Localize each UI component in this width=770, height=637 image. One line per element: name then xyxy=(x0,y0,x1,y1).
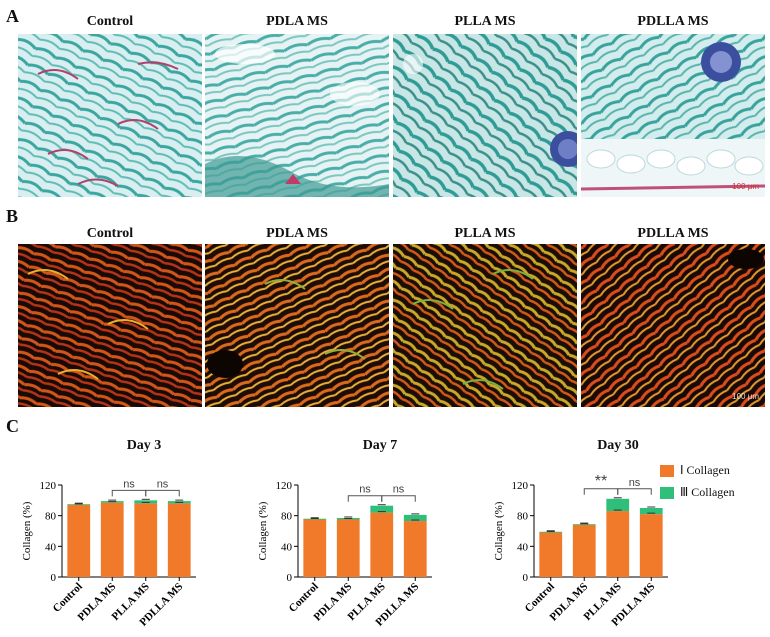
row-b-label-pdlla: PDLLA MS xyxy=(637,226,709,241)
sirius-texture xyxy=(18,244,202,407)
legend-label-type-iii: Ⅲ Collagen xyxy=(680,485,735,499)
legend-type-i: Ⅰ Collagen xyxy=(660,463,730,478)
legend-swatch-type-iii xyxy=(660,486,674,499)
bar-type-iii xyxy=(606,498,630,512)
y-tick-label: 120 xyxy=(512,480,529,492)
legend-type-iii: Ⅲ Collagen xyxy=(660,485,735,500)
masson-texture xyxy=(205,34,389,197)
significance-label: ** xyxy=(595,473,607,490)
masson-micrograph-control xyxy=(18,34,202,197)
y-tick-label: 0 xyxy=(523,572,529,584)
row-a-label-control: Control xyxy=(86,14,134,29)
significance-label: ns xyxy=(123,478,135,490)
y-tick-label: 0 xyxy=(287,572,293,584)
bar-type-i xyxy=(100,502,124,577)
significance-label: ns xyxy=(629,477,641,489)
significance-bracket xyxy=(111,489,147,497)
bar-type-iii xyxy=(639,508,663,515)
bar-type-i xyxy=(303,519,327,577)
y-tick-label: 40 xyxy=(281,541,293,553)
sirius-texture xyxy=(205,244,389,407)
row-a-label-pdla: PDLA MS xyxy=(266,14,328,29)
significance-label: ns xyxy=(359,484,371,496)
bar-type-i xyxy=(606,511,630,577)
row-a-label-plla: PLLA MS xyxy=(454,14,516,29)
sirius-texture xyxy=(581,244,765,407)
y-tick-label: 120 xyxy=(40,480,57,492)
y-axis-label: Collagen (%) xyxy=(257,501,269,560)
bar-type-iii xyxy=(539,531,563,533)
panel-b-letter: B xyxy=(6,206,19,226)
row-b-label-pdla: PDLA MS xyxy=(266,226,328,241)
y-tick-label: 80 xyxy=(45,511,57,523)
chart-title-day7: Day 7 xyxy=(362,438,398,453)
sirius-texture xyxy=(393,244,577,407)
bar-type-iii xyxy=(403,514,427,522)
bar-type-i xyxy=(403,521,427,577)
bar-type-i xyxy=(539,532,563,577)
y-tick-label: 0 xyxy=(51,572,57,584)
bar-type-iii xyxy=(572,524,596,525)
row-b-label-control: Control xyxy=(86,226,134,241)
sirius-micrograph-pdla xyxy=(205,244,389,407)
scale-bar-label: 100 μm xyxy=(732,182,759,191)
bar-type-iii xyxy=(370,505,394,513)
significance-label: ns xyxy=(393,484,405,496)
bar-type-i xyxy=(167,503,191,577)
chart-title-day30: Day 30 xyxy=(597,438,639,453)
y-axis-label: Collagen (%) xyxy=(493,501,505,560)
bar-type-i xyxy=(572,524,596,577)
scale-bar-label: 100 μm xyxy=(732,392,759,401)
bar-type-i xyxy=(134,503,158,577)
bar-type-iii xyxy=(134,500,158,504)
bar-type-i xyxy=(370,512,394,577)
y-tick-label: 40 xyxy=(45,541,57,553)
masson-texture xyxy=(581,34,765,197)
masson-micrograph-pdlla: 100 μm xyxy=(581,34,765,197)
masson-texture xyxy=(393,34,577,197)
row-b-label-plla: PLLA MS xyxy=(454,226,516,241)
significance-bracket xyxy=(381,495,416,502)
chart-title-day3: Day 3 xyxy=(126,438,162,453)
y-tick-label: 80 xyxy=(281,511,293,523)
masson-texture xyxy=(18,34,202,197)
y-tick-label: 120 xyxy=(276,480,293,492)
panel-a-letter: A xyxy=(6,6,19,26)
significance-label: ns xyxy=(157,478,169,490)
bar-type-i xyxy=(639,514,663,577)
bar-type-iii xyxy=(303,518,327,520)
row-a-label-pdlla: PDLLA MS xyxy=(637,14,709,29)
bar-type-iii xyxy=(67,504,91,505)
significance-bracket xyxy=(145,489,180,497)
y-axis-label: Collagen (%) xyxy=(21,501,33,560)
sirius-micrograph-plla xyxy=(393,244,577,407)
sirius-micrograph-control xyxy=(18,244,202,407)
panel-c-letter: C xyxy=(6,416,19,436)
bar-type-i xyxy=(336,519,360,577)
masson-micrograph-plla xyxy=(393,34,577,197)
y-tick-label: 40 xyxy=(517,541,529,553)
sirius-micrograph-pdlla: 100 μm xyxy=(581,244,765,407)
y-tick-label: 80 xyxy=(517,511,529,523)
legend-label-type-i: Ⅰ Collagen xyxy=(680,463,730,477)
significance-bracket xyxy=(347,495,383,502)
bar-type-i xyxy=(67,504,91,577)
masson-micrograph-pdla xyxy=(205,34,389,197)
significance-bracket xyxy=(617,488,652,495)
legend-swatch-type-i xyxy=(660,464,674,477)
